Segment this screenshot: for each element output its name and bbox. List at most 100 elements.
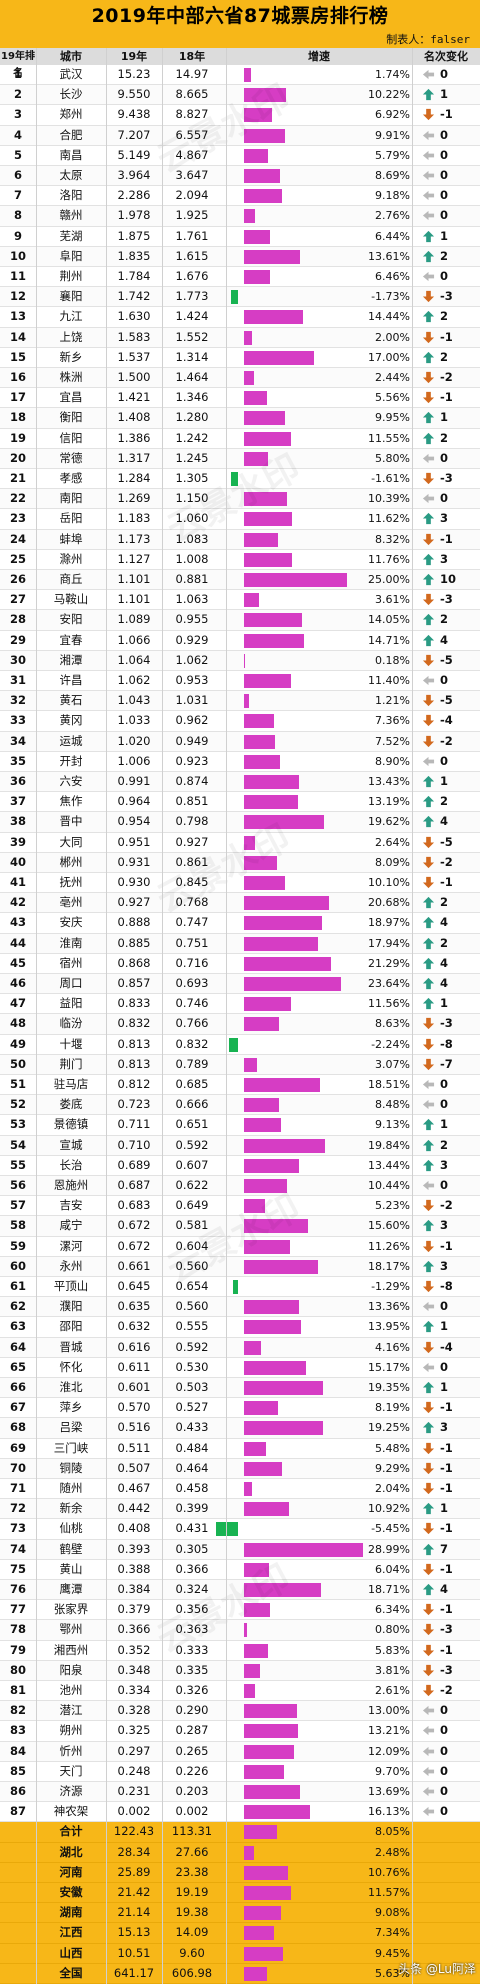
growth-bar: [244, 977, 341, 991]
rank-change-cell: 2: [412, 792, 480, 811]
rank-cell: 26: [9, 572, 26, 586]
box-office-2018-cell: 9.60: [179, 1945, 205, 1960]
growth-bar: [244, 1078, 320, 1092]
author-bar: 制表人：falser: [0, 28, 480, 48]
box-office-2019-cell: 0.334: [117, 1683, 151, 1697]
city-cell: 太原: [59, 168, 83, 182]
down-arrow-icon: [422, 594, 435, 606]
growth-label: 18.17%: [368, 1259, 410, 1273]
box-office-2019-cell: 1.630: [117, 309, 151, 324]
city-cell: 运城: [59, 733, 83, 748]
no-change-icon: [422, 1079, 435, 1090]
table-row: 6 太原 3.964 3.647 8.69% 0: [0, 166, 480, 187]
growth-cell: 19.84%: [326, 1136, 412, 1155]
table-row: 55 长治 0.689 0.607 13.44% 3: [0, 1156, 480, 1176]
table-row: 73 仙桃 0.408 0.431 -5.45% -1: [0, 1519, 480, 1540]
box-office-2018-cell: 0.333: [175, 1642, 209, 1657]
rank-change-value: -1: [440, 531, 453, 546]
growth-label: 16.13%: [368, 1805, 410, 1819]
box-office-2018-cell: 1.761: [175, 228, 209, 243]
growth-bar: [244, 1865, 289, 1880]
growth-cell: 15.17%: [326, 1358, 412, 1377]
rank-change-value: -2: [440, 1683, 453, 1697]
box-office-2018-cell: 1.615: [175, 248, 209, 263]
rank-change-cell: -1: [412, 1459, 480, 1478]
table-row: 86 济源 0.231 0.203 13.69% 0: [0, 1782, 480, 1803]
growth-cell: 9.29%: [326, 1459, 412, 1478]
box-office-2019-cell: 10.51: [117, 1945, 151, 1960]
city-cell: 焦作: [59, 794, 83, 809]
down-arrow-icon: [422, 836, 435, 848]
table-row: 18 衡阳 1.408 1.280 9.95% 1: [0, 408, 480, 429]
city-cell: 漯河: [59, 1238, 83, 1253]
growth-bar: [244, 1118, 282, 1133]
table-row: 7 洛阳 2.286 2.094 9.18% 0: [0, 186, 480, 207]
growth-cell: -2.24%: [326, 1035, 412, 1054]
table-row: 3 郑州 9.438 8.827 6.92% -1: [0, 105, 480, 126]
growth-label: 6.34%: [375, 1603, 410, 1617]
box-office-2019-cell: 0.689: [117, 1157, 151, 1172]
table-row: 10 阜阳 1.835 1.615 13.61% 2: [0, 246, 480, 267]
down-arrow-icon: [422, 1058, 435, 1070]
box-office-2018-cell: 0.845: [175, 875, 209, 889]
table-row: 49 十堰 0.813 0.832 -2.24% -8: [0, 1035, 480, 1055]
down-arrow-icon: [422, 472, 435, 485]
box-office-2018-cell: 0.464: [175, 1460, 209, 1475]
header-v19: 19年: [120, 50, 148, 63]
box-office-2019-cell: 0.711: [117, 1117, 151, 1132]
box-office-2019-cell: 0.601: [117, 1380, 151, 1394]
growth-cell: 14.71%: [326, 631, 412, 650]
growth-label: 8.09%: [375, 855, 410, 869]
rank-change-cell: -1: [412, 1398, 480, 1417]
rank-change-cell: -2: [412, 1681, 480, 1700]
column-divider: [36, 48, 37, 1984]
box-office-2019-cell: 1.742: [117, 289, 151, 304]
growth-bar: [244, 1098, 279, 1113]
box-office-2019-cell: 7.207: [117, 127, 151, 142]
growth-label: 28.99%: [368, 1542, 410, 1556]
box-office-2019-cell: 0.931: [117, 854, 151, 869]
growth-cell: 8.48%: [326, 1095, 412, 1114]
box-office-2018-cell: 0.305: [175, 1541, 209, 1556]
growth-bar: [244, 593, 259, 608]
city-cell: 驻马店: [53, 1077, 89, 1091]
city-cell: 晋中: [59, 814, 83, 829]
box-office-2018-cell: 0.287: [175, 1723, 209, 1738]
rank-cell: 38: [9, 814, 26, 829]
rank-change-value: -1: [440, 329, 453, 344]
growth-label: 13.36%: [368, 1300, 410, 1314]
city-cell: 开封: [59, 753, 83, 768]
table-row: 83 朔州 0.325 0.287 13.21% 0: [0, 1721, 480, 1742]
city-cell: 天门: [59, 1763, 83, 1778]
box-office-2018-cell: 0.654: [175, 1279, 209, 1293]
up-arrow-icon: [422, 573, 435, 586]
growth-cell: 18.71%: [326, 1580, 412, 1599]
rank-change-value: -3: [440, 1016, 453, 1031]
growth-bar: [244, 1158, 300, 1173]
city-cell: 萍乡: [59, 1400, 83, 1415]
rank-change-cell: 1: [412, 1317, 480, 1336]
table-row: 21 孝感 1.284 1.305 -1.61% -3: [0, 469, 480, 490]
box-office-2018-cell: 2.094: [175, 188, 209, 203]
summary-row: 湖北 28.34 27.66 2.48%: [0, 1842, 480, 1863]
city-cell: 永州: [59, 1258, 83, 1273]
column-header-row: 19年排名 城市 19年 18年 增速 名次变化: [0, 48, 480, 79]
down-arrow-icon: [422, 1624, 435, 1636]
city-cell: 商丘: [59, 572, 83, 586]
rank-change-value: 0: [440, 753, 449, 768]
no-change-icon: [422, 1706, 435, 1716]
table-row: 30 湘潭 1.064 1.062 0.18% -5: [0, 650, 480, 671]
growth-bar: [244, 1320, 302, 1335]
rank-cell: 69: [9, 1440, 26, 1455]
rank-change-value: 0: [440, 1097, 449, 1112]
growth-label: 13.43%: [368, 775, 410, 788]
rank-cell: 70: [9, 1460, 26, 1475]
rank-cell: 36: [9, 774, 26, 788]
growth-bar: [244, 1724, 299, 1739]
city-cell: 滁州: [59, 551, 83, 566]
summary-row: 江西 15.13 14.09 7.34%: [0, 1923, 480, 1944]
growth-cell: 9.91%: [326, 126, 412, 145]
rank-cell: 83: [9, 1723, 26, 1738]
growth-label: 19.84%: [368, 1138, 410, 1152]
table-row: 9 芜湖 1.875 1.761 6.44% 1: [0, 227, 480, 247]
